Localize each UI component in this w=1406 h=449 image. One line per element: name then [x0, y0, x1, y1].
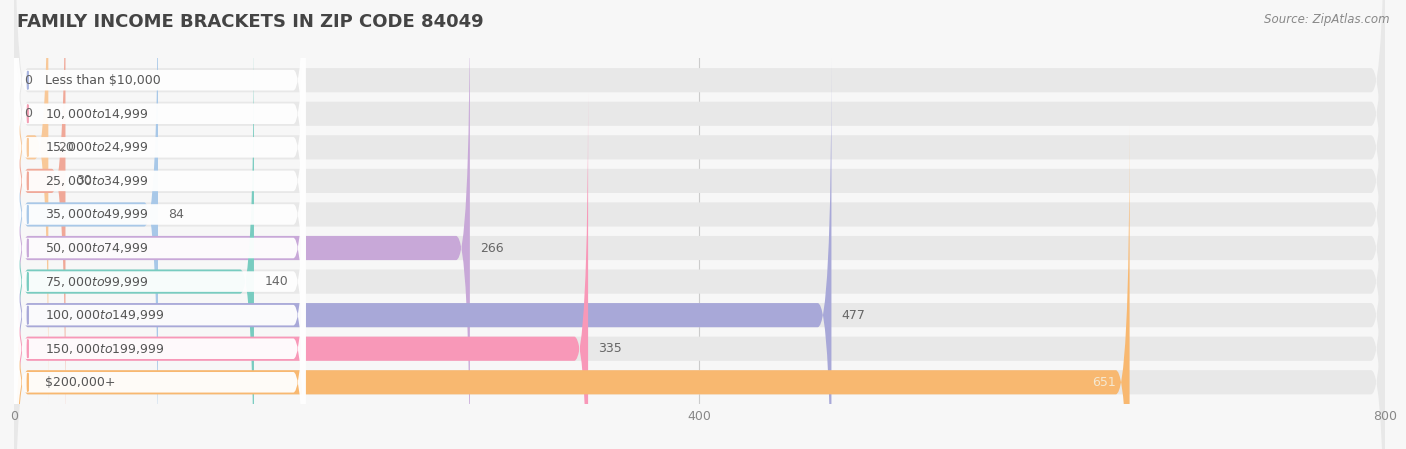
- FancyBboxPatch shape: [14, 0, 1385, 449]
- FancyBboxPatch shape: [14, 0, 48, 404]
- FancyBboxPatch shape: [14, 0, 1385, 437]
- FancyBboxPatch shape: [14, 92, 588, 449]
- Text: $200,000+: $200,000+: [45, 376, 115, 389]
- Text: 84: 84: [169, 208, 184, 221]
- Text: $25,000 to $34,999: $25,000 to $34,999: [45, 174, 149, 188]
- FancyBboxPatch shape: [14, 0, 305, 439]
- FancyBboxPatch shape: [14, 0, 305, 305]
- FancyBboxPatch shape: [14, 0, 1385, 404]
- FancyBboxPatch shape: [14, 90, 305, 449]
- FancyBboxPatch shape: [14, 0, 470, 449]
- Text: Source: ZipAtlas.com: Source: ZipAtlas.com: [1264, 13, 1389, 26]
- Text: 335: 335: [599, 342, 621, 355]
- FancyBboxPatch shape: [14, 23, 305, 449]
- FancyBboxPatch shape: [14, 126, 1129, 449]
- FancyBboxPatch shape: [14, 0, 305, 372]
- Text: $10,000 to $14,999: $10,000 to $14,999: [45, 107, 149, 121]
- Text: 0: 0: [24, 74, 32, 87]
- Text: 20: 20: [59, 141, 75, 154]
- FancyBboxPatch shape: [14, 0, 157, 449]
- Text: 651: 651: [1092, 376, 1116, 389]
- Text: Less than $10,000: Less than $10,000: [45, 74, 160, 87]
- FancyBboxPatch shape: [14, 0, 1385, 370]
- Text: 266: 266: [481, 242, 503, 255]
- FancyBboxPatch shape: [14, 0, 305, 405]
- Text: 140: 140: [264, 275, 288, 288]
- FancyBboxPatch shape: [14, 0, 1385, 337]
- FancyBboxPatch shape: [14, 59, 1385, 449]
- FancyBboxPatch shape: [14, 0, 305, 339]
- FancyBboxPatch shape: [14, 57, 305, 449]
- Text: FAMILY INCOME BRACKETS IN ZIP CODE 84049: FAMILY INCOME BRACKETS IN ZIP CODE 84049: [17, 13, 484, 31]
- Text: $75,000 to $99,999: $75,000 to $99,999: [45, 275, 149, 289]
- Text: 477: 477: [842, 308, 866, 321]
- Text: 30: 30: [76, 174, 91, 187]
- FancyBboxPatch shape: [14, 0, 1385, 449]
- FancyBboxPatch shape: [14, 0, 66, 437]
- Text: $15,000 to $24,999: $15,000 to $24,999: [45, 141, 149, 154]
- FancyBboxPatch shape: [14, 59, 831, 449]
- Text: 0: 0: [24, 107, 32, 120]
- FancyBboxPatch shape: [14, 25, 1385, 449]
- FancyBboxPatch shape: [14, 25, 254, 449]
- Text: $100,000 to $149,999: $100,000 to $149,999: [45, 308, 165, 322]
- FancyBboxPatch shape: [14, 124, 305, 449]
- FancyBboxPatch shape: [14, 126, 1385, 449]
- Text: $150,000 to $199,999: $150,000 to $199,999: [45, 342, 165, 356]
- FancyBboxPatch shape: [14, 92, 1385, 449]
- Text: $50,000 to $74,999: $50,000 to $74,999: [45, 241, 149, 255]
- FancyBboxPatch shape: [14, 158, 305, 449]
- Text: $35,000 to $49,999: $35,000 to $49,999: [45, 207, 149, 221]
